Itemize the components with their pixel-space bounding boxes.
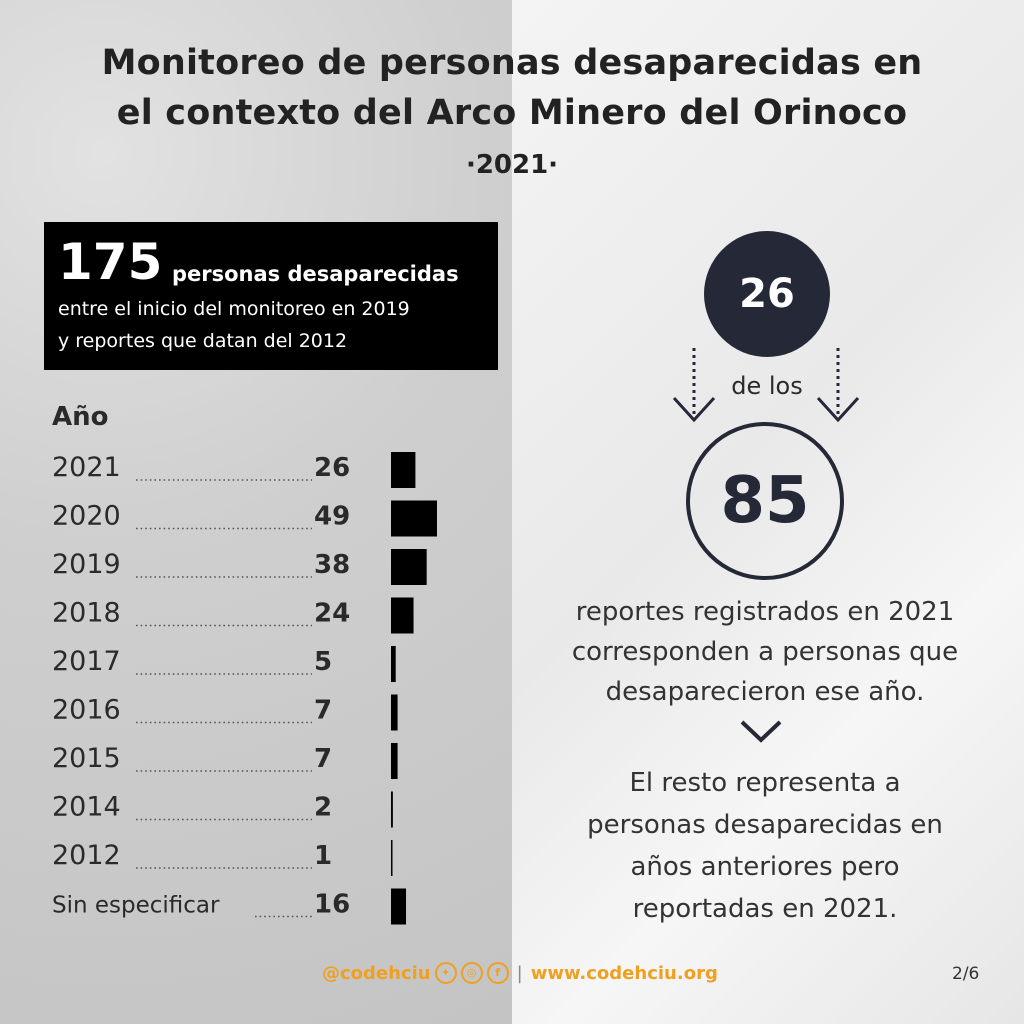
value-label: 5: [314, 647, 332, 677]
value-label: 1: [314, 841, 332, 871]
paragraph-1-line: reportes registrados en 2021: [575, 597, 955, 627]
category-label: 2018: [52, 598, 121, 629]
category-label: 2021: [52, 452, 121, 483]
value-label: 7: [314, 696, 332, 726]
bar: [391, 500, 437, 537]
value-label: 16: [314, 890, 350, 920]
bar: [391, 840, 393, 876]
bar: [391, 549, 427, 585]
title-line-2: el contexto del Arco Minero del Orinoco: [116, 93, 908, 133]
category-label: 2020: [52, 501, 121, 532]
bar: [391, 597, 414, 634]
value-label: 24: [314, 599, 350, 629]
summary-label: personas desaparecidas: [172, 262, 459, 286]
paragraph-1-line: corresponden a personas que: [571, 637, 959, 667]
chart-title: Año: [52, 402, 109, 432]
footer-handle[interactable]: @codehciu: [322, 962, 431, 984]
value-label: 7: [314, 744, 332, 774]
right-dotted-arrow-icon: [816, 348, 860, 423]
highlight-count-circle: 26: [704, 231, 830, 357]
highlight-total-circle: 85: [686, 422, 844, 580]
bar: [391, 743, 398, 779]
paragraph-2-line: personas desaparecidas en: [587, 810, 943, 840]
paragraph-2-line: El resto representa a: [629, 768, 901, 798]
bar-chart: 2021 26 2020 49 2019 38 2018 24 2017 5 2016 7 2015 7 2…: [52, 452, 437, 925]
page-number: 2/6: [952, 964, 980, 984]
value-label: 26: [314, 453, 350, 483]
footer-website[interactable]: www.codehciu.org: [530, 962, 718, 984]
bar: [391, 646, 396, 682]
summary-line-2: y reportes que datan del 2012: [58, 330, 348, 352]
value-label: 2: [314, 793, 332, 823]
paragraph-1-line: desaparecieron ese año.: [605, 677, 925, 707]
bar: [391, 888, 407, 925]
left-dotted-arrow-icon: [672, 348, 716, 423]
summary-line-1: entre el inicio del monitoreo en 2019: [58, 298, 410, 320]
page-title: Monitoreo de personas desaparecidas en e…: [0, 38, 1024, 138]
category-label: 2012: [52, 840, 121, 871]
paragraph-1: reportes registrados en 2021 corresponde…: [530, 592, 1000, 712]
connector-text: de los: [731, 372, 803, 400]
category-label: 2016: [52, 695, 121, 726]
title-line-1: Monitoreo de personas desaparecidas en: [101, 43, 923, 83]
facebook-icon[interactable]: f: [486, 962, 509, 984]
bar: [391, 694, 398, 731]
paragraph-2-line: años anteriores pero: [630, 852, 900, 882]
chevron-down-icon: [740, 720, 782, 743]
bar: [391, 452, 416, 488]
value-label: 38: [314, 550, 350, 580]
instagram-icon[interactable]: ◎: [460, 962, 483, 984]
twitter-icon[interactable]: ✦: [434, 962, 457, 984]
bar: [391, 791, 393, 828]
category-label: 2017: [52, 646, 121, 677]
category-label: 2014: [52, 792, 121, 823]
category-label: Sin especificar: [52, 893, 220, 919]
paragraph-2-line: reportadas en 2021.: [632, 894, 898, 924]
value-label: 49: [314, 502, 350, 532]
category-label: 2015: [52, 743, 121, 774]
category-label: 2019: [52, 549, 121, 580]
summary-box: 175 personas desaparecidas entre el inic…: [44, 222, 498, 370]
paragraph-2: El resto representa a personas desaparec…: [530, 762, 1000, 930]
year-subtitle: ·2021·: [465, 150, 559, 180]
footer: @codehciu ✦ ◎ f | www.codehciu.org: [322, 962, 718, 984]
summary-total: 175: [58, 233, 163, 291]
footer-separator: |: [516, 962, 523, 984]
